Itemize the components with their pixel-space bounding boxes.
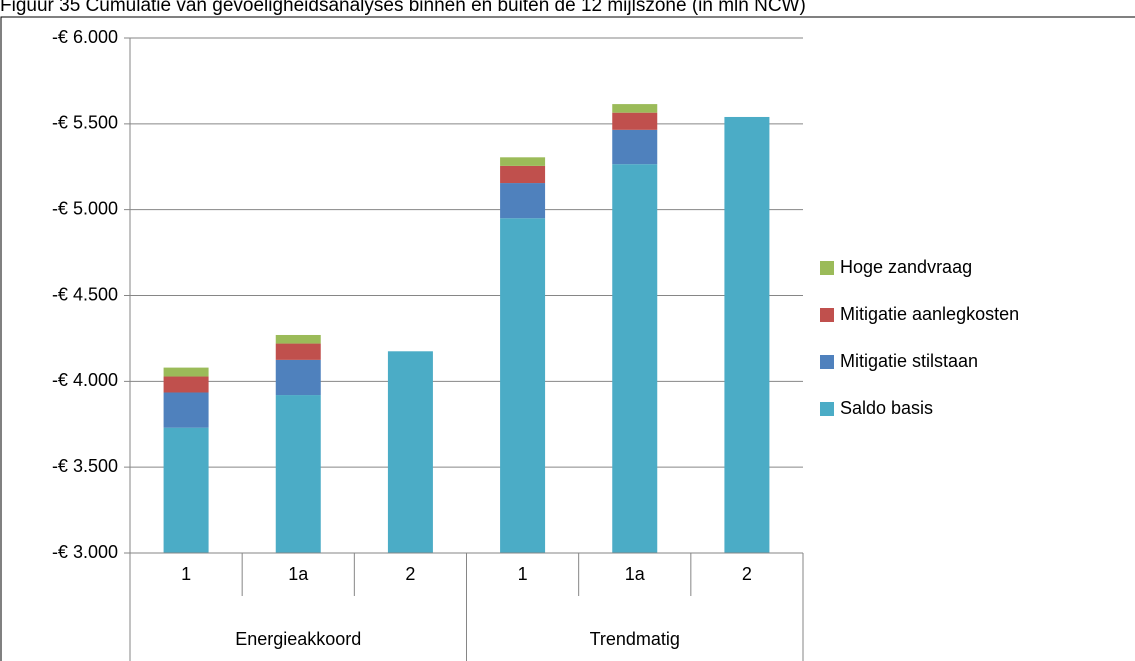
x-tick-label: 1 — [181, 564, 191, 584]
y-tick-label: -€ 3.000 — [52, 542, 118, 562]
legend-label: Mitigatie stilstaan — [840, 351, 978, 371]
bar-segment — [275, 343, 321, 360]
bar-segment — [500, 157, 546, 166]
legend-swatch — [820, 402, 834, 416]
legend-label: Hoge zandvraag — [840, 257, 972, 277]
group-label: Energieakkoord — [235, 629, 361, 649]
y-tick-label: -€ 4.500 — [52, 284, 118, 304]
y-tick-label: -€ 5.500 — [52, 113, 118, 133]
legend-label: Mitigatie aanlegkosten — [840, 304, 1019, 324]
bar-segment — [163, 367, 209, 377]
bar-segment — [275, 359, 321, 396]
y-tick-label: -€ 4.000 — [52, 370, 118, 390]
x-tick-label: 2 — [742, 564, 752, 584]
bar-segment — [612, 104, 658, 113]
chart-frame — [0, 16, 1135, 661]
bar-segment — [163, 427, 209, 553]
bar-segment — [612, 112, 658, 130]
bar-segment — [500, 165, 546, 184]
bar-segment — [275, 334, 321, 344]
y-tick-label: -€ 5.000 — [52, 198, 118, 218]
bar-segment — [612, 129, 658, 165]
bar-segment — [500, 183, 546, 219]
x-tick-label: 2 — [405, 564, 415, 584]
legend-swatch — [820, 308, 834, 322]
legend-swatch — [820, 261, 834, 275]
chart-title: Figuur 35 Cumulatie van gevoeligheidsana… — [0, 0, 806, 16]
x-tick-label: 1 — [518, 564, 528, 584]
x-tick-label: 1a — [288, 564, 309, 584]
bar-segment — [163, 376, 209, 393]
group-label: Trendmatig — [590, 629, 680, 649]
bar-segment — [387, 351, 433, 553]
bar-segment — [163, 392, 209, 428]
legend-label: Saldo basis — [840, 398, 933, 418]
y-tick-label: -€ 6.000 — [52, 27, 118, 47]
bar-segment — [500, 218, 546, 553]
legend-swatch — [820, 355, 834, 369]
x-tick-label: 1a — [625, 564, 646, 584]
bar-segment — [724, 116, 770, 553]
y-tick-label: -€ 3.500 — [52, 456, 118, 476]
bar-segment — [612, 164, 658, 554]
bar-segment — [275, 395, 321, 553]
